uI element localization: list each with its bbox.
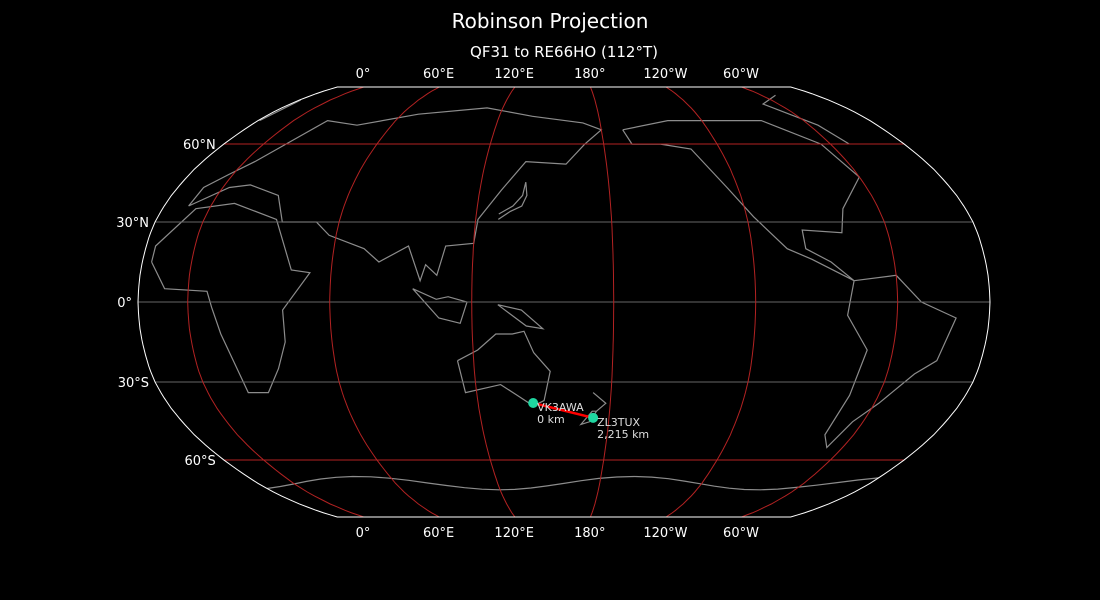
meridian-line [665, 86, 757, 518]
coastline [259, 94, 850, 145]
station-callsign: VK3AWA [537, 401, 584, 414]
meridian-line [590, 86, 615, 518]
station-callsign: ZL3TUX [597, 416, 640, 429]
coastline [497, 182, 528, 220]
coastline [456, 330, 551, 407]
coastline [622, 120, 861, 282]
coastline [824, 274, 957, 449]
map-subtitle: QF31 to RE66HO (112°T) [470, 43, 658, 61]
coastline [497, 304, 545, 330]
station-distance: 2,215 km [597, 428, 649, 441]
lat-label: 30°N [116, 216, 149, 231]
station-marker [528, 398, 539, 409]
lon-label-top: 60°W [723, 67, 759, 82]
coastline [412, 288, 468, 325]
lat-label: 30°S [118, 376, 149, 391]
coastline [188, 107, 603, 283]
meridian-line [741, 86, 899, 518]
coastline [151, 202, 311, 394]
lon-label-top: 0° [356, 67, 371, 82]
lon-label-bottom: 60°W [723, 526, 759, 541]
meridian-line [329, 86, 440, 518]
lon-label-top: 120°W [643, 67, 687, 82]
coastline-antarctica [267, 475, 879, 491]
lon-label-top: 60°E [423, 67, 454, 82]
lon-label-bottom: 60°E [423, 526, 454, 541]
meridian-line [187, 86, 364, 518]
great-circle-path [532, 401, 594, 420]
map-title: Robinson Projection [451, 9, 649, 33]
lon-label-top: 180° [574, 67, 605, 82]
lat-label: 60°S [184, 454, 215, 469]
map-boundary [137, 86, 991, 518]
lat-label: 0° [117, 296, 132, 311]
lon-label-top: 120°E [494, 67, 534, 82]
lon-label-bottom: 0° [356, 526, 371, 541]
station-marker [588, 412, 599, 423]
lon-label-bottom: 120°W [643, 526, 687, 541]
lon-label-bottom: 180° [574, 526, 605, 541]
station-distance: 0 km [537, 413, 565, 426]
coastline [579, 392, 607, 426]
lat-label: 60°N [183, 138, 216, 153]
meridian-line [471, 86, 516, 518]
lon-label-bottom: 120°E [494, 526, 534, 541]
